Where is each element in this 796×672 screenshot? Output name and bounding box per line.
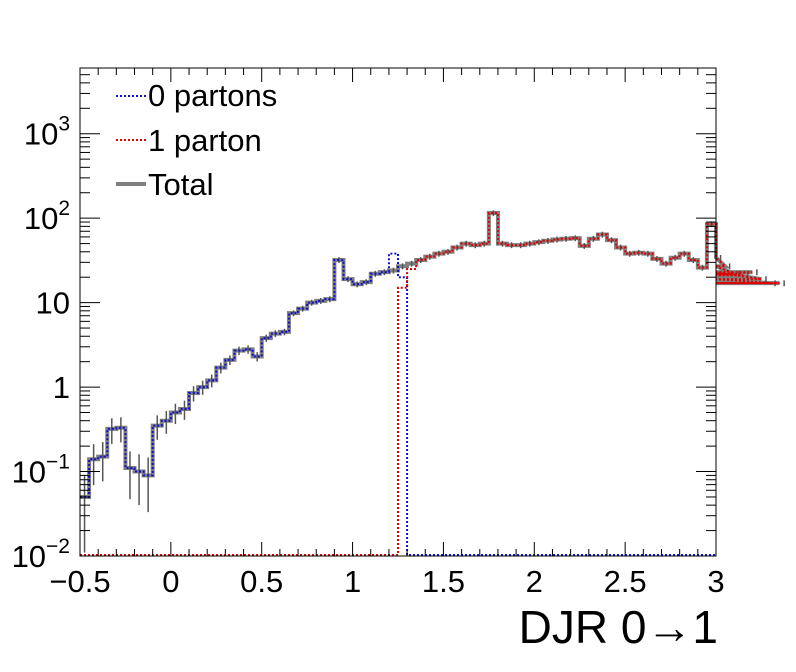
zero-partons-series-line: [80, 252, 716, 556]
legend: 0 partons 1 parton Total: [116, 78, 277, 202]
x-tick-label: 2: [526, 564, 543, 599]
y-tick-label: 102: [24, 197, 70, 236]
legend-label-total: Total: [148, 167, 213, 202]
legend-entry-0-partons: 0 partons: [116, 78, 277, 113]
x-tick-label: 1: [344, 564, 361, 599]
legend-entry-total: Total: [116, 167, 213, 202]
x-tick-label: 2.5: [604, 564, 647, 599]
x-tick-label: 1.5: [422, 564, 465, 599]
plot-frame: [79, 67, 717, 557]
y-tick-label: 10: [36, 286, 70, 321]
axis-ticks: [79, 67, 717, 557]
x-tick-label: −0.5: [49, 564, 110, 599]
y-tick-label: 1: [53, 370, 70, 405]
y-tick-label: 103: [24, 113, 70, 152]
legend-entry-1-parton: 1 parton: [116, 123, 262, 158]
legend-label-1-parton: 1 parton: [148, 123, 262, 158]
x-tick-labels: −0.5 0 0.5 1 1.5 2 2.5 3: [49, 564, 724, 599]
y-tick-label: 10−1: [12, 451, 70, 490]
x-tick-label: 3: [707, 564, 724, 599]
y-tick-labels: 10−2 10−1 1 10 102 103: [12, 113, 70, 574]
x-tick-label: 0: [162, 564, 179, 599]
x-tick-label: 0.5: [240, 564, 283, 599]
x-axis-label: DJR 0→1: [519, 601, 718, 653]
y-tick-label: 10−2: [12, 535, 70, 574]
legend-label-0-partons: 0 partons: [148, 78, 277, 113]
